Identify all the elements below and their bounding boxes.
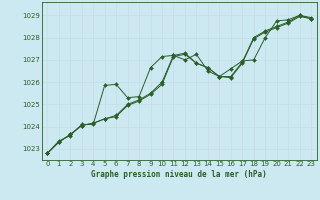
- X-axis label: Graphe pression niveau de la mer (hPa): Graphe pression niveau de la mer (hPa): [91, 170, 267, 179]
